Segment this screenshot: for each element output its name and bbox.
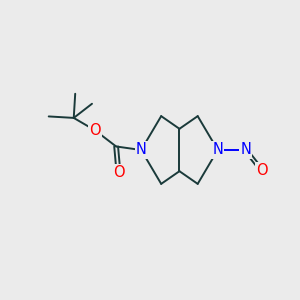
Text: O: O	[256, 163, 268, 178]
Text: N: N	[212, 142, 223, 158]
Text: N: N	[136, 142, 147, 158]
Text: N: N	[240, 142, 251, 158]
Text: O: O	[113, 166, 124, 181]
Text: O: O	[89, 123, 101, 138]
